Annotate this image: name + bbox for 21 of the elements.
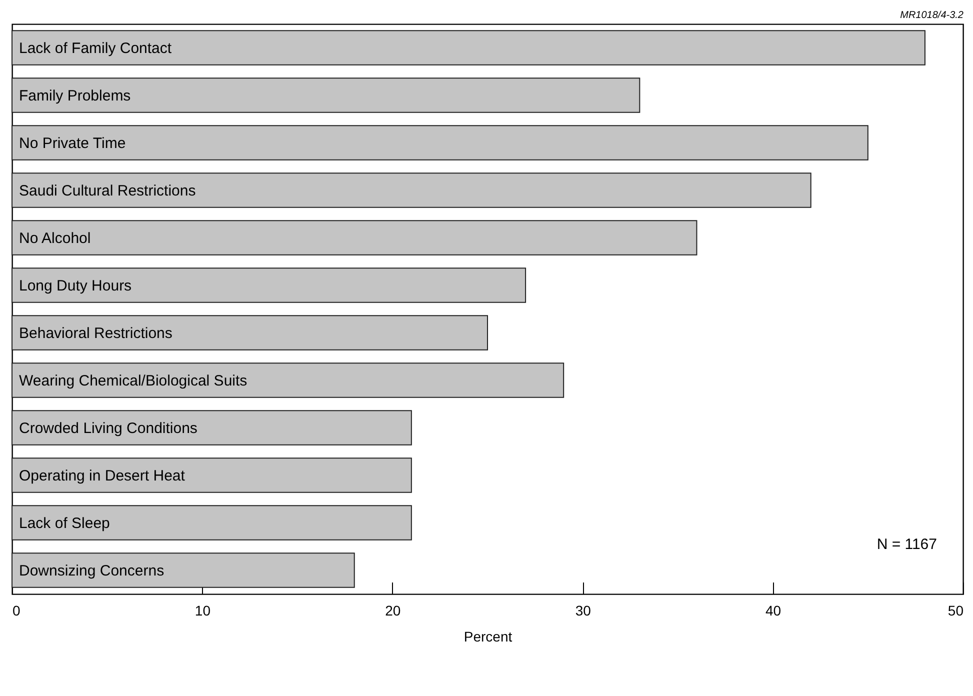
x-tick-label: 0 <box>12 602 20 618</box>
y-tick-label: No Private Time <box>19 134 126 152</box>
y-tick-label: Crowded Living Conditions <box>19 420 198 437</box>
y-tick-label: Operating in Desert Heat <box>19 467 186 484</box>
x-axis-title: Percent <box>464 628 512 644</box>
annotation: N = 1167 <box>876 536 937 553</box>
y-tick-label: Downsizing Concerns <box>19 562 164 580</box>
y-tick-label: Lack of Sleep <box>19 514 110 532</box>
x-tick-label: 20 <box>385 602 401 618</box>
y-tick-label: Behavioral Restrictions <box>19 324 172 342</box>
y-tick-label: Long Duty Hours <box>19 277 132 294</box>
y-tick-label: Wearing Chemical/Biological Suits <box>19 372 248 390</box>
x-tick-label: 10 <box>194 602 211 618</box>
x-tick-label: 50 <box>948 602 964 618</box>
y-tick-label: Saudi Cultural Restrictions <box>19 182 196 200</box>
text: MR1018/4-3.2 <box>900 10 964 21</box>
x-tick-label: 30 <box>575 602 592 618</box>
x-tick-label: 40 <box>766 602 782 618</box>
y-tick-label: No Alcohol <box>19 230 91 247</box>
y-tick-label: Lack of Family Contact <box>19 40 172 57</box>
y-tick-label: Family Problems <box>19 87 131 104</box>
